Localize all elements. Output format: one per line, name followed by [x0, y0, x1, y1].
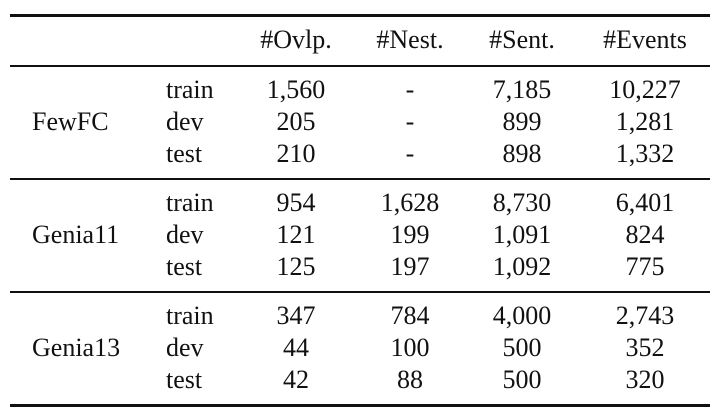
split-label: dev	[166, 333, 204, 362]
split-label: train	[166, 188, 214, 217]
table-cell-sent: 500	[502, 333, 542, 362]
dataset-label-genia11: Genia11	[32, 220, 120, 249]
split-label: dev	[166, 220, 204, 249]
header-rule	[10, 65, 710, 67]
split-label: test	[166, 139, 203, 168]
table-cell-events: 6,401	[615, 188, 675, 217]
table-cell-events: 2,743	[615, 301, 675, 330]
table-cell-nest: 784	[390, 301, 430, 330]
table-cell-ovlp: 347	[276, 301, 316, 330]
table-cell-ovlp: 210	[276, 139, 316, 168]
table-cell-nest: 88	[397, 365, 423, 394]
table-cell-events: 1,281	[615, 107, 675, 136]
table-cell-ovlp: 42	[283, 365, 309, 394]
table-cell-nest: 1,628	[380, 188, 440, 217]
column-header-ovlp: #Ovlp.	[260, 25, 332, 54]
table-cell-sent: 7,185	[492, 75, 552, 104]
split-label: test	[166, 252, 203, 281]
table-cell-events: 824	[625, 220, 665, 249]
table-cell-nest: 197	[390, 252, 430, 281]
table-cell-sent: 500	[502, 365, 542, 394]
column-header-events: #Events	[603, 25, 687, 54]
table-cell-events: 1,332	[615, 139, 675, 168]
split-label: dev	[166, 107, 204, 136]
column-header-sent: #Sent.	[489, 25, 555, 54]
table-cell-events: 10,227	[609, 75, 681, 104]
split-label: train	[166, 301, 214, 330]
dataset-statistics-table: #Ovlp. #Nest. #Sent. #Events FewFC train…	[10, 0, 710, 418]
table-cell-nest: -	[405, 75, 415, 104]
table-cell-sent: 1,092	[492, 252, 552, 281]
table-cell-sent: 8,730	[492, 188, 552, 217]
table-cell-ovlp: 1,560	[266, 75, 326, 104]
table-cell-nest: 100	[390, 333, 430, 362]
group-rule-1	[10, 178, 710, 180]
dataset-label-genia13: Genia13	[32, 333, 121, 362]
top-rule	[10, 14, 710, 17]
table-cell-ovlp: 125	[276, 252, 316, 281]
table-cell-nest: -	[405, 107, 415, 136]
table-cell-events: 320	[625, 365, 665, 394]
table-cell-ovlp: 954	[276, 188, 316, 217]
table-cell-ovlp: 121	[276, 220, 316, 249]
bottom-rule	[10, 404, 710, 407]
table-cell-sent: 1,091	[492, 220, 552, 249]
table-cell-ovlp: 44	[283, 333, 309, 362]
dataset-label-fewfc: FewFC	[32, 107, 109, 136]
split-label: train	[166, 75, 214, 104]
table-cell-nest: 199	[390, 220, 430, 249]
split-label: test	[166, 365, 203, 394]
table-cell-sent: 4,000	[492, 301, 552, 330]
table-cell-sent: 898	[502, 139, 542, 168]
table-cell-nest: -	[405, 139, 415, 168]
table-cell-sent: 899	[502, 107, 542, 136]
group-rule-2	[10, 291, 710, 293]
column-header-nest: #Nest.	[376, 25, 444, 54]
table-cell-ovlp: 205	[276, 107, 316, 136]
table-cell-events: 352	[625, 333, 665, 362]
table-cell-events: 775	[625, 252, 665, 281]
